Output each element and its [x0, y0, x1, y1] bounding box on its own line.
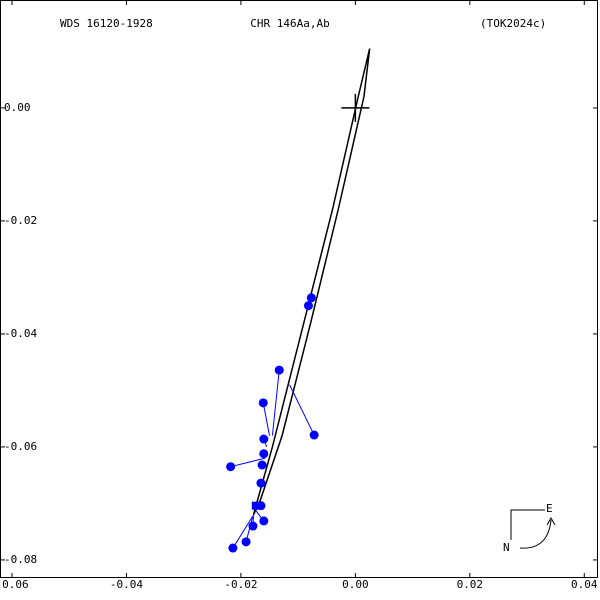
observation — [241, 537, 251, 547]
compass-east: E — [546, 502, 553, 515]
compass-axes — [510, 509, 545, 540]
y-tick-label: 0.00 — [4, 101, 31, 114]
header-left: WDS 16120-1928 — [60, 17, 153, 30]
observation — [226, 462, 236, 472]
observation — [257, 460, 267, 470]
y-tick-label: -0.02 — [4, 214, 37, 227]
compass-north: N — [503, 541, 510, 554]
observation — [259, 449, 269, 459]
o-c-line — [232, 515, 254, 549]
observation — [309, 430, 319, 440]
observation — [256, 478, 266, 488]
compass-arrow — [519, 516, 556, 549]
x-tick-label: 0.00 — [342, 578, 369, 591]
o-c-line — [271, 370, 280, 436]
observation — [259, 434, 269, 444]
frame — [0, 0, 598, 578]
orbit — [252, 48, 371, 516]
y-tick-label: -0.08 — [4, 553, 37, 566]
observation — [306, 293, 316, 303]
o-c-line — [289, 384, 315, 436]
header-center: CHR 146Aa,Ab — [250, 17, 329, 30]
primary-star — [341, 93, 370, 122]
o-c-line — [262, 402, 271, 436]
observation — [259, 516, 269, 526]
observation-square — [251, 501, 260, 510]
x-tick-label: -0.04 — [110, 578, 143, 591]
observation — [274, 365, 284, 375]
observation — [248, 521, 258, 531]
observation — [258, 398, 268, 408]
y-tick-label: -0.04 — [4, 327, 37, 340]
compass: E N — [503, 502, 556, 554]
o-c-line — [230, 457, 266, 468]
x-tick-label: -0.02 — [224, 578, 257, 591]
x-tick-label: 0.04 — [571, 578, 598, 591]
y-tick-label: -0.06 — [4, 440, 37, 453]
observation — [303, 301, 313, 311]
x-tick-label: 0.02 — [457, 578, 484, 591]
x-tick-label: -0.06 — [0, 578, 29, 591]
header-right: (TOK2024c) — [480, 17, 546, 30]
observation — [228, 543, 238, 553]
